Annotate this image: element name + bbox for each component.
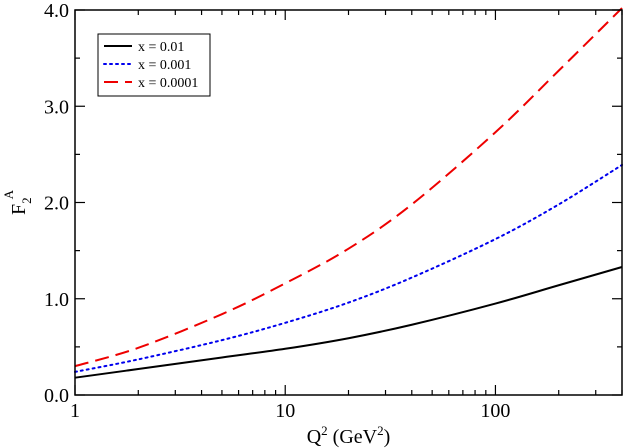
y-tick-label: 0.0 — [44, 385, 69, 407]
y-tick-label: 4.0 — [44, 0, 69, 22]
series-line-2 — [74, 163, 623, 373]
y-tick-label: 1.0 — [44, 289, 69, 311]
x-tick-label: 100 — [480, 400, 510, 422]
y-tick-label: 3.0 — [44, 96, 69, 118]
x-tick-label: 10 — [275, 400, 295, 422]
series-line-3 — [74, 7, 623, 368]
x-tick-label: 1 — [70, 400, 80, 422]
legend: x = 0.01 x = 0.001 x = 0.0001 — [97, 33, 211, 97]
axis-ticks: 1 10 100 0.0 1.0 2.0 3.0 4.0 — [44, 0, 623, 422]
plot-area — [74, 7, 623, 379]
series-line-1 — [74, 266, 623, 379]
x-axis-title: Q2 (GeV2) — [307, 423, 391, 448]
legend-label-2: x = 0.001 — [138, 58, 191, 73]
y-tick-label: 2.0 — [44, 193, 69, 215]
y-axis-title: F2A — [1, 189, 34, 215]
legend-label-1: x = 0.01 — [138, 40, 184, 55]
legend-label-3: x = 0.0001 — [138, 76, 198, 91]
